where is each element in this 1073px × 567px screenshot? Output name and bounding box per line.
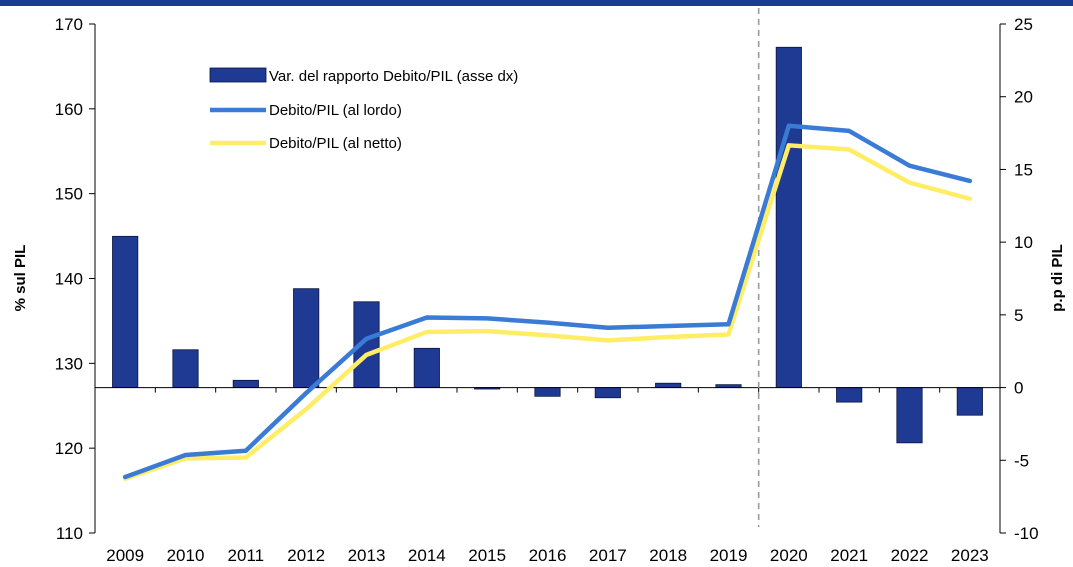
right-tick-label: 0 — [1014, 379, 1023, 398]
legend-label-net: Debito/PIL (al netto) — [269, 135, 402, 152]
bar-2022 — [896, 387, 923, 444]
x-label-2017: 2017 — [589, 546, 627, 565]
line-net — [122, 143, 973, 481]
lines-group — [122, 123, 973, 481]
x-label-2019: 2019 — [710, 546, 748, 565]
bar-2023 — [956, 387, 983, 416]
x-label-2018: 2018 — [649, 546, 687, 565]
right-axis-label: p.p di PIL — [1049, 244, 1066, 312]
right-tick-label: -5 — [1014, 451, 1029, 470]
left-axis-label: % sul PIL — [12, 245, 29, 312]
right-tick-label: -10 — [1014, 524, 1039, 543]
left-tick-label: 140 — [55, 270, 83, 289]
left-tick-label: 120 — [55, 439, 83, 458]
right-tick-label: 20 — [1014, 88, 1033, 107]
x-label-2011: 2011 — [228, 546, 265, 565]
bars-group — [112, 46, 983, 444]
x-axis-labels: 2009 2010 2011 2012 2013 2014 2015 2016 2017 2018… — [106, 546, 988, 565]
legend-swatch-bars — [209, 67, 267, 83]
bar-2009 — [112, 235, 139, 388]
x-label-2012: 2012 — [287, 546, 325, 565]
x-label-2022: 2022 — [891, 546, 929, 565]
bar-2012 — [293, 288, 320, 388]
left-axis: 110 120 130 140 150 160 170 — [55, 15, 96, 543]
right-tick-label: 5 — [1014, 306, 1023, 325]
x-label-2020: 2020 — [770, 546, 808, 565]
x-label-2016: 2016 — [529, 546, 567, 565]
line-gross — [122, 123, 973, 480]
left-tick-label: 130 — [55, 354, 83, 373]
right-tick-label: 25 — [1014, 15, 1033, 34]
x-label-2023: 2023 — [951, 546, 989, 565]
left-tick-label: 170 — [55, 15, 83, 34]
legend-label-bars: Var. del rapporto Debito/PIL (asse dx) — [269, 68, 518, 85]
bar-2018 — [655, 382, 682, 388]
right-axis: -10 -5 0 5 10 15 20 25 — [999, 15, 1039, 543]
legend: Var. del rapporto Debito/PIL (asse dx) De… — [209, 67, 518, 152]
left-tick-label: 150 — [55, 185, 83, 204]
x-label-2013: 2013 — [348, 546, 386, 565]
right-tick-label: 10 — [1014, 233, 1033, 252]
bar-2016 — [534, 387, 561, 397]
zero-axis — [94, 387, 1001, 393]
right-tick-label: 15 — [1014, 160, 1033, 179]
bar-2010 — [172, 349, 199, 388]
x-label-2009: 2009 — [106, 546, 144, 565]
bar-2011 — [232, 379, 259, 388]
bar-2014 — [413, 347, 440, 388]
bar-2020 — [775, 46, 802, 388]
x-label-2010: 2010 — [167, 546, 205, 565]
x-label-2015: 2015 — [468, 546, 506, 565]
bar-2021 — [836, 387, 863, 403]
top-accent-bar — [0, 0, 1073, 6]
left-tick-label: 160 — [55, 100, 83, 119]
legend-label-gross: Debito/PIL (al lordo) — [269, 102, 402, 119]
left-tick-label: 110 — [56, 524, 83, 543]
bar-2017 — [594, 387, 621, 399]
x-label-2014: 2014 — [408, 546, 446, 565]
x-label-2021: 2021 — [830, 546, 868, 565]
